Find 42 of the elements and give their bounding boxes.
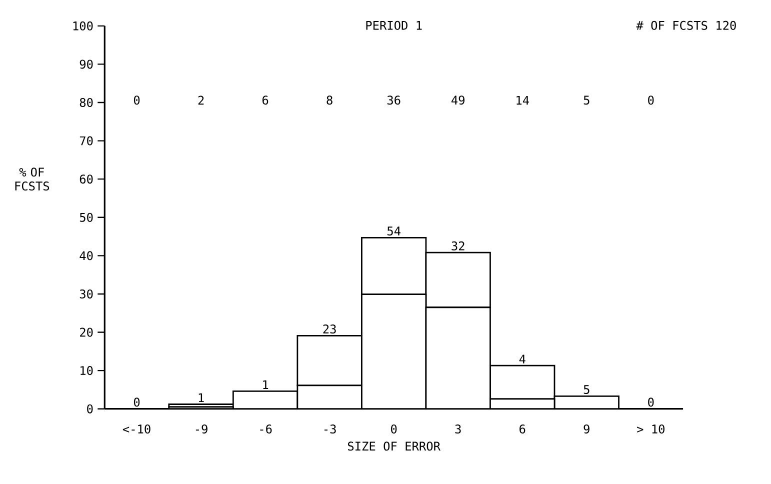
annotation: 1 bbox=[263, 380, 268, 390]
y-tick-label: 60 bbox=[80, 174, 93, 184]
y-axis-title: % OF FCSTS bbox=[15, 168, 50, 191]
annotation: 5 bbox=[584, 96, 590, 105]
x-tick-label: 6 bbox=[520, 424, 526, 434]
y-tick-label: 80 bbox=[80, 98, 93, 108]
annotation: 8 bbox=[326, 96, 332, 105]
annotation: 23 bbox=[323, 324, 336, 334]
y-tick-label: 20 bbox=[80, 328, 93, 337]
x-tick-label: -9 bbox=[196, 424, 208, 434]
y-tick-label: 30 bbox=[80, 290, 93, 299]
x-tick-label: 9 bbox=[584, 424, 590, 434]
x-tick-label: 3 bbox=[455, 424, 461, 434]
annotation: 4 bbox=[519, 354, 526, 364]
x-tick-label: -3 bbox=[324, 424, 336, 434]
annotation: 36 bbox=[387, 96, 400, 105]
y-tick-label: 100 bbox=[73, 22, 93, 31]
x-tick-label: 0 bbox=[391, 424, 397, 434]
annotation: 0 bbox=[648, 96, 654, 105]
y-tick-label: 50 bbox=[80, 213, 93, 222]
annotation: 1 bbox=[198, 394, 204, 402]
annotation: 49 bbox=[452, 96, 464, 105]
x-axis-title: SIZE OF ERROR bbox=[348, 442, 440, 451]
annotation: 0 bbox=[134, 96, 140, 105]
y-tick-label: 10 bbox=[80, 366, 93, 376]
x-tick-label: <-10 bbox=[122, 424, 150, 434]
annotation: 5 bbox=[584, 385, 590, 394]
y-tick-label: 90 bbox=[80, 60, 93, 69]
annotation: 6 bbox=[262, 96, 268, 105]
y-tick-label: 40 bbox=[80, 251, 93, 260]
y-tick-label: 0 bbox=[87, 404, 93, 414]
annotation: # OF FCSTS 120 bbox=[636, 21, 736, 30]
annotation: 54 bbox=[387, 226, 400, 236]
chart-title: PERIOD 1 bbox=[366, 21, 422, 30]
x-tick-label: -6 bbox=[260, 424, 272, 434]
annotation: 14 bbox=[516, 96, 529, 105]
y-tick-label: 70 bbox=[80, 136, 93, 146]
annotation: 0 bbox=[648, 398, 654, 407]
annotation: 2 bbox=[198, 96, 204, 105]
annotation: 0 bbox=[134, 398, 140, 407]
annotation: 32 bbox=[452, 242, 464, 251]
x-tick-label: > 10 bbox=[637, 424, 664, 434]
